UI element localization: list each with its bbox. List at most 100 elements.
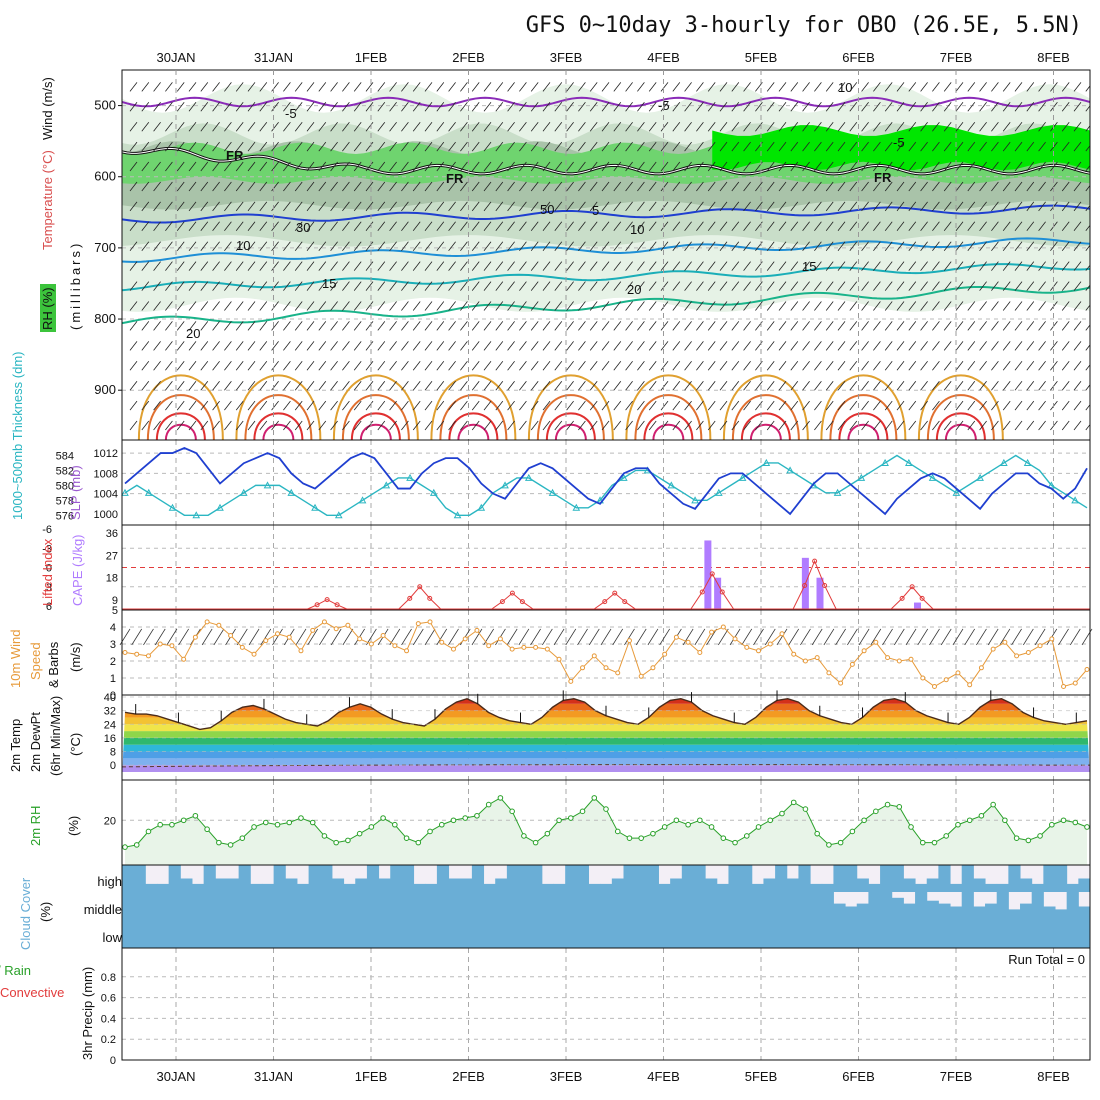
wind-barb (955, 420, 964, 431)
wind-barb (837, 121, 846, 132)
wind-barb (401, 161, 409, 172)
wind-barb (825, 141, 834, 152)
wind-barb (188, 82, 197, 92)
wind-barb (141, 221, 150, 232)
wind-barb (1002, 141, 1011, 152)
wind-barb (814, 380, 822, 391)
wind-barb (318, 361, 327, 371)
wind-barb (460, 321, 468, 331)
temp-band (122, 698, 1090, 704)
p4-frame (121, 609, 1091, 696)
thickness-marker (714, 488, 723, 496)
wind-barb (1038, 181, 1046, 192)
cloud-bar-high (215, 878, 228, 892)
wind-barb (991, 82, 999, 92)
rh-point (919, 839, 926, 846)
wind-barb (306, 341, 315, 351)
wind-barb (766, 221, 775, 232)
wind-barb (1026, 380, 1035, 391)
wind-barb (471, 400, 480, 411)
p5-labels: 2m Temp 2m DewPt (6hr Min/Max) (°C) (8, 696, 83, 776)
wind-barb (943, 420, 952, 431)
wind-barb (908, 361, 917, 371)
thickness-marker (786, 466, 794, 474)
wind-barb (778, 420, 787, 431)
wind-barb (932, 400, 940, 411)
wind-barb (601, 361, 610, 371)
wind-barb (283, 301, 291, 311)
wind-barb (932, 221, 940, 232)
wind-barb (389, 121, 397, 132)
wind-barb (424, 361, 433, 371)
diurnal-contour (448, 412, 499, 440)
wind-barb (613, 281, 622, 291)
diurnal-contour (722, 374, 809, 440)
wind-speed-point (697, 650, 703, 655)
wind-barb (719, 121, 728, 132)
wind-barb (707, 261, 716, 271)
wind-barb (943, 82, 952, 92)
wind-barb (460, 281, 468, 291)
wind-barb (979, 102, 987, 112)
wind-barb (849, 420, 858, 431)
wind-barb (342, 321, 350, 331)
wind-barb (176, 301, 185, 311)
wind-barb (943, 201, 952, 212)
wind-speed-point (450, 646, 456, 652)
wind-barb (920, 341, 928, 351)
thickness-marker (311, 503, 319, 511)
rh-point (544, 830, 551, 837)
wind-barb (318, 341, 327, 351)
wind-barb (601, 121, 610, 132)
wind-barb (283, 361, 291, 371)
li-bump (304, 599, 350, 611)
wind-barb (778, 141, 787, 152)
p2-labels: 1000~500mb Thickness (dm) SLP (mb) (10, 352, 83, 521)
wind-barb (141, 161, 150, 172)
rh-point (239, 835, 246, 841)
wind-barb (908, 181, 917, 192)
p8-labels: Total / Rain Convective 3hr Precip (mm) … (0, 952, 1085, 1060)
cloud-bar-low (261, 921, 275, 948)
wind-barb (967, 400, 976, 411)
wind-barb (873, 82, 881, 92)
wind-barb (613, 102, 622, 112)
wind-barb (707, 221, 716, 232)
wind-barb (707, 400, 716, 411)
cloud-bar-middle (506, 892, 520, 921)
wind-barb-10m (870, 628, 882, 646)
diurnal-contour (359, 423, 392, 440)
cloud-bar-high (1078, 878, 1091, 892)
wind-barb-10m (706, 628, 717, 646)
wind-barb (696, 400, 704, 411)
wind-barb (129, 420, 138, 431)
wind-barb (955, 321, 964, 331)
p5-label-a: 2m Temp (8, 719, 23, 772)
wind-barb (566, 102, 574, 112)
wind-barb (377, 380, 386, 391)
wind-barb (1061, 241, 1070, 251)
wind-barb (908, 121, 917, 132)
wind-barb (790, 341, 799, 351)
wind-barb (696, 82, 704, 92)
wind-barb (247, 380, 256, 391)
wind-barb (129, 161, 138, 172)
wind-barb (837, 321, 846, 331)
wind-barb (507, 400, 515, 411)
wind-barb (979, 420, 987, 431)
wind-barb (731, 281, 740, 291)
wind-barb (424, 121, 433, 132)
cloud-bar-low (553, 921, 566, 948)
wind-barb (165, 380, 173, 391)
rh-point (568, 815, 574, 821)
wind-barb (719, 221, 728, 232)
date-label-bottom: 31JAN (254, 1069, 293, 1084)
rh-point (192, 812, 199, 819)
wind-barb-10m (612, 628, 624, 646)
wind-barb (589, 281, 598, 291)
wind-barb (861, 181, 869, 192)
cloud-bar-high (436, 865, 450, 892)
wind-barb (294, 301, 303, 311)
cloud-bar-middle (1078, 906, 1091, 921)
